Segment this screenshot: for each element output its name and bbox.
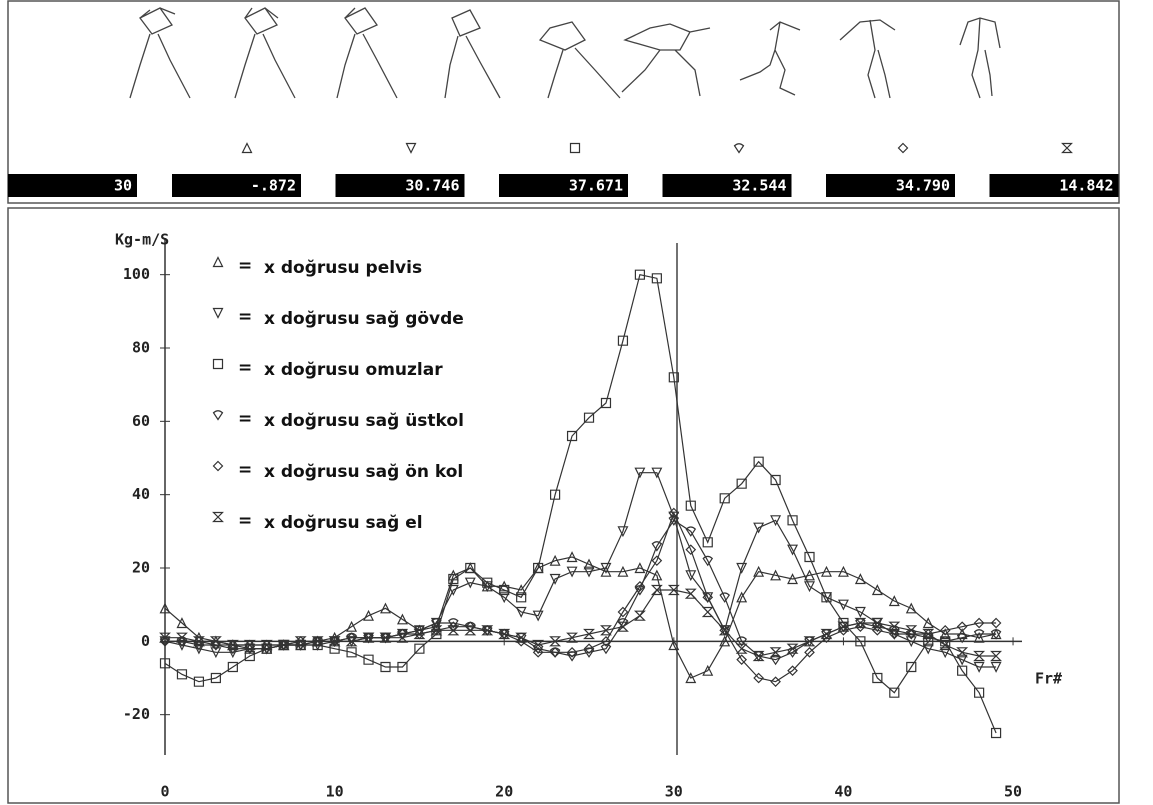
stick-figures: [130, 8, 1000, 98]
legend-marker: [214, 462, 223, 471]
series-line: [165, 590, 996, 656]
readout-value: 30: [114, 177, 132, 195]
legend-label: x doğrusu sağ ön kol: [264, 462, 463, 482]
panel-symbol: [243, 144, 252, 153]
legend-marker: [214, 309, 223, 318]
marker: [720, 626, 729, 635]
series-line: [165, 520, 996, 659]
panel-symbol: [1063, 144, 1072, 153]
legend-separator: =: [238, 358, 252, 378]
x-tick-label: 50: [1004, 783, 1022, 801]
x-tick-label: 30: [665, 783, 683, 801]
legend-label: x doğrusu sağ el: [264, 513, 423, 533]
legend-separator: =: [238, 256, 252, 276]
legend-marker: [214, 360, 223, 369]
panel-symbol: [407, 144, 416, 153]
y-tick-label: 40: [132, 485, 150, 503]
panel-symbol: [735, 144, 744, 153]
legend-label: x doğrusu omuzlar: [264, 360, 443, 380]
y-tick-label: 100: [123, 265, 150, 283]
x-tick-label: 0: [160, 783, 169, 801]
panel-symbol: [899, 144, 908, 153]
readout-value: 32.544: [732, 177, 786, 195]
y-tick-label: 80: [132, 339, 150, 357]
y-tick-label: -20: [123, 705, 150, 723]
y-tick-label: 0: [141, 632, 150, 650]
legend-label: x doğrusu pelvis: [264, 258, 422, 278]
legend-separator: =: [238, 460, 252, 480]
legend-marker: [214, 513, 223, 522]
readout-value: 14.842: [1059, 177, 1113, 195]
y-tick-label: 20: [132, 559, 150, 577]
readout-value: -.872: [251, 177, 296, 195]
marker: [703, 608, 712, 617]
marker: [585, 630, 594, 639]
screen: Kg-m/S Fr# -20 0 20 40 60 80 100 0 10 20 30 40 50 = x do…: [0, 0, 1153, 805]
panel-symbol: [571, 144, 580, 153]
legend-label: x doğrusu sağ gövde: [264, 309, 464, 329]
y-tick-label: 60: [132, 412, 150, 430]
series-line: [165, 473, 996, 667]
marker: [635, 611, 644, 620]
x-axis-title: Fr#: [1035, 670, 1062, 688]
x-tick-label: 20: [495, 783, 513, 801]
readout-value: 30.746: [405, 177, 459, 195]
marker: [601, 626, 610, 635]
legend-label: x doğrusu sağ üstkol: [264, 411, 464, 431]
legend-marker: [214, 411, 223, 420]
chart-panel: [8, 208, 1119, 803]
x-tick-label: 10: [326, 783, 344, 801]
legend-separator: =: [238, 307, 252, 327]
legend-marker: [214, 258, 223, 267]
figure-panel: [8, 1, 1119, 203]
series-line: [165, 557, 996, 678]
readout-value: 37.671: [569, 177, 623, 195]
legend-separator: =: [238, 511, 252, 531]
series-line: [165, 275, 996, 733]
legend-separator: =: [238, 409, 252, 429]
readout-value: 34.790: [896, 177, 950, 195]
y-axis-title: Kg-m/S: [115, 231, 169, 249]
series-line: [165, 513, 996, 682]
marker: [686, 589, 695, 598]
x-tick-label: 40: [834, 783, 852, 801]
